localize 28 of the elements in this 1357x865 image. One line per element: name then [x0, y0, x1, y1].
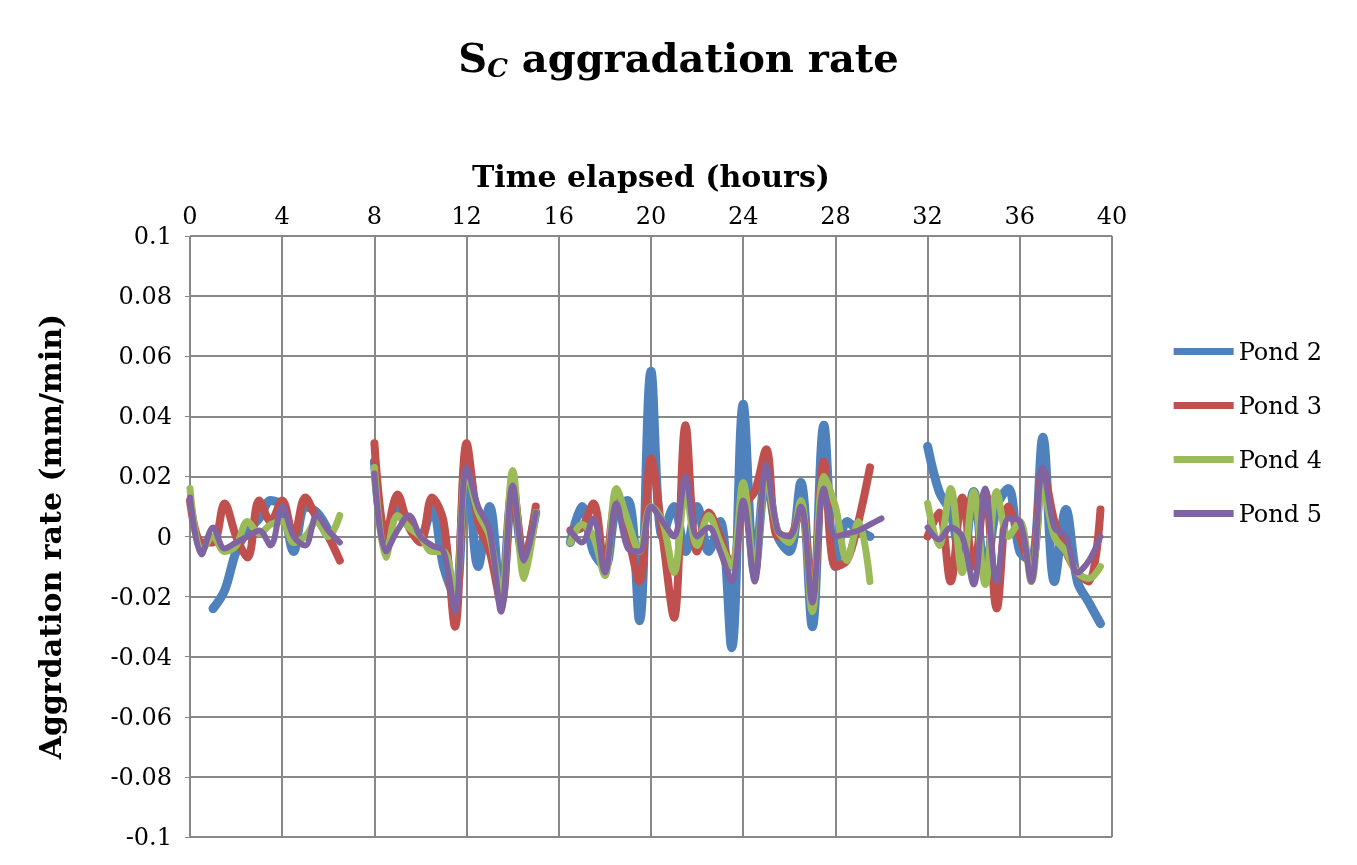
y-tick-label: 0.02 [118, 462, 172, 491]
x-tick-label: 8 [366, 202, 383, 230]
y-tick-label: 0.08 [118, 282, 172, 311]
x-tick-label: 28 [820, 202, 851, 230]
x-tick-label: 12 [451, 202, 482, 230]
x-tick-label: 32 [912, 202, 943, 230]
x-tick-label: 36 [1004, 202, 1036, 230]
x-tick-label: 20 [635, 202, 667, 230]
y-tick-label: 0.04 [118, 402, 172, 431]
x-tick-label: 4 [274, 202, 290, 230]
y-tick-label: 0.1 [133, 222, 172, 250]
y-tick-label: -0.02 [110, 582, 172, 611]
x-tick-label: 0 [182, 202, 198, 230]
legend-label: Pond 5 [1238, 499, 1322, 528]
y-tick-label: -0.1 [125, 823, 172, 851]
y-tick-label: 0.06 [118, 342, 172, 371]
x-axis-title: Time elapsed (hours) [471, 158, 831, 194]
legend-label: Pond 4 [1238, 445, 1322, 474]
legend-label: Pond 3 [1238, 391, 1322, 420]
y-tick-label: 0 [156, 522, 172, 551]
y-tick-label: -0.06 [110, 702, 172, 731]
y-tick-label: -0.08 [110, 762, 172, 791]
x-tick-label: 16 [543, 202, 575, 230]
x-tick-label: 24 [727, 202, 759, 230]
legend-label: Pond 2 [1238, 337, 1322, 366]
x-tick-label: 40 [1096, 202, 1128, 230]
y-tick-label: -0.04 [110, 642, 172, 671]
y-axis-title: Aggrdation rate (mm/min) [32, 313, 68, 761]
